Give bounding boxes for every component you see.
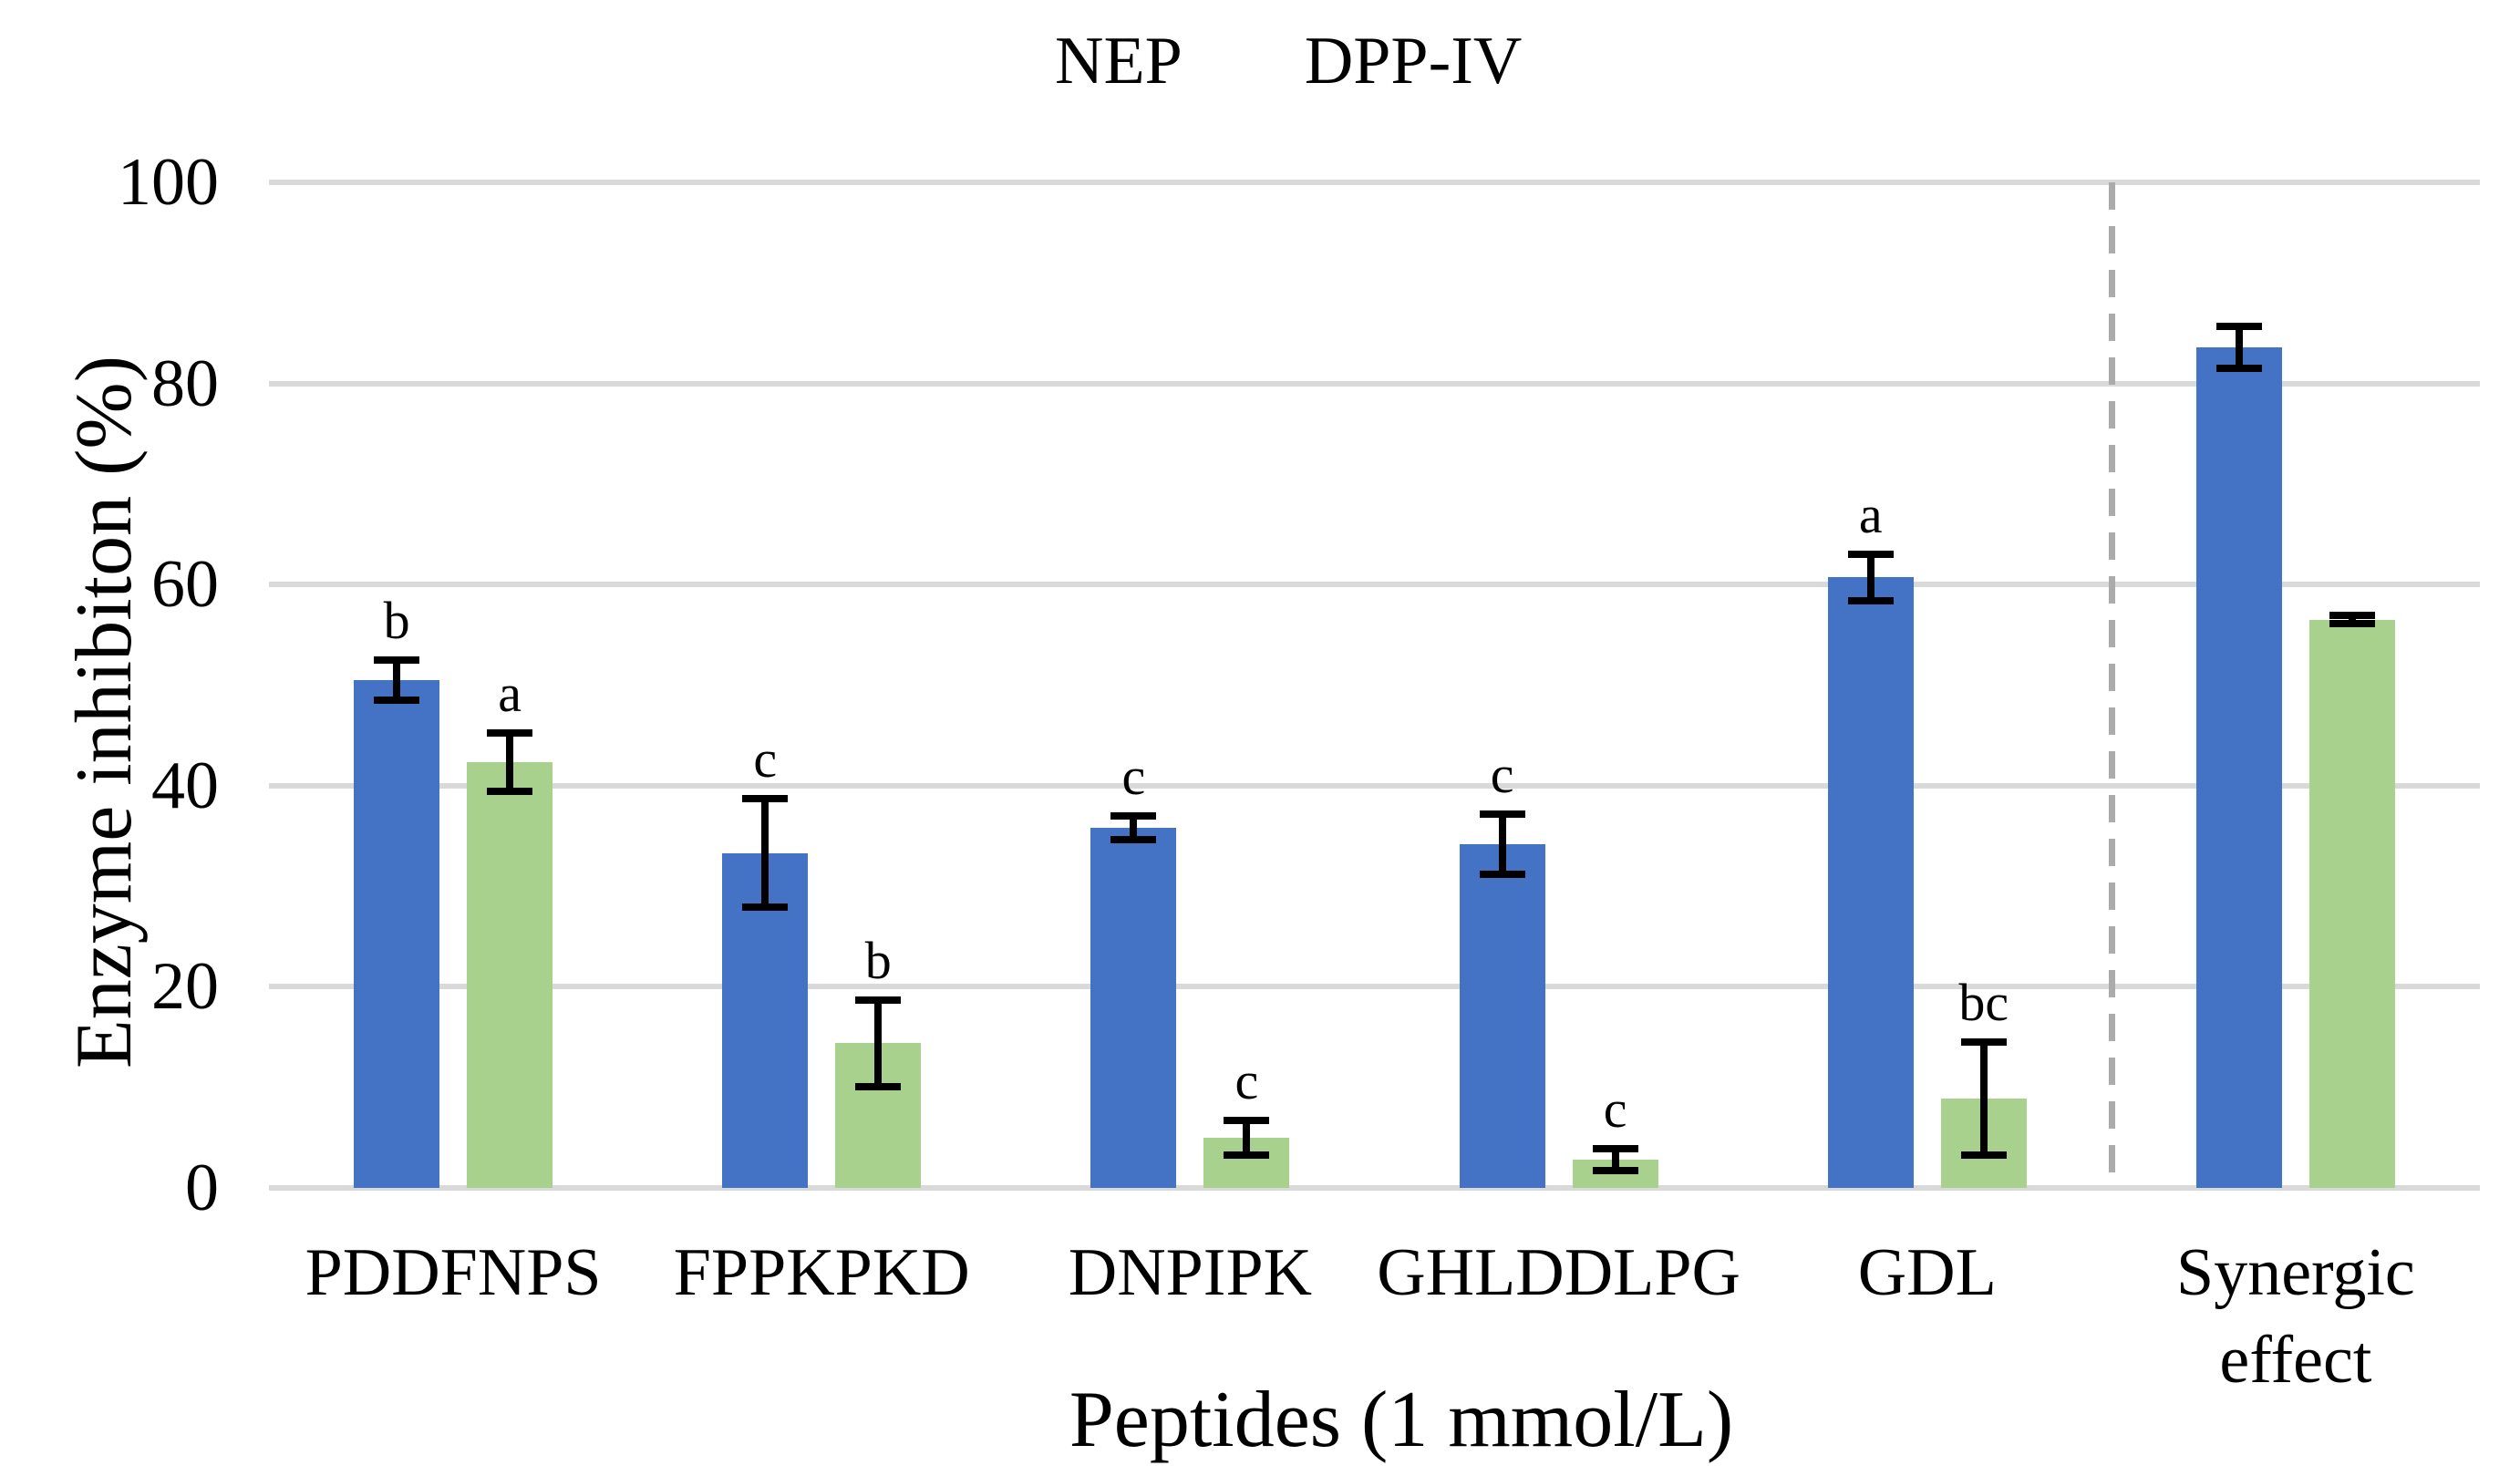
- significance-letter: c: [1603, 1079, 1627, 1139]
- error-bar-cap: [1110, 811, 1157, 820]
- category-label: PDDFNPS: [305, 1235, 602, 1310]
- y-tick-label: 80: [151, 346, 219, 421]
- error-bar-cap: [1224, 1117, 1270, 1125]
- gridline: [269, 782, 2480, 789]
- bar-dpp-iv: [2308, 619, 2395, 1188]
- error-bar-cap: [2215, 322, 2262, 330]
- nep-legend-label: NEP: [1055, 24, 1183, 98]
- error-bar-cap: [1592, 1167, 1638, 1175]
- error-bar-cap: [2215, 365, 2262, 373]
- error-bar-cap: [1592, 1144, 1638, 1152]
- error-bar-cap: [1960, 1038, 2007, 1047]
- error-bar-line: [2235, 325, 2243, 369]
- error-bar-line: [1498, 813, 1506, 874]
- bar-nep: [354, 679, 440, 1188]
- error-bar-line: [1979, 1042, 1988, 1155]
- significance-letter: bc: [1958, 973, 2009, 1033]
- error-bar-cap: [487, 788, 533, 796]
- significance-letter: c: [1234, 1051, 1259, 1111]
- error-bar-line: [1130, 815, 1138, 841]
- dppiv-legend-label: DPP-IV: [1304, 24, 1523, 98]
- error-bar-line: [1611, 1148, 1619, 1172]
- error-bar-line: [874, 999, 883, 1087]
- nep-legend-swatch-icon: [1001, 44, 1037, 79]
- significance-letter: a: [1858, 485, 1883, 545]
- category-label: DNPIPK: [1068, 1235, 1313, 1310]
- error-bar-line: [761, 799, 769, 908]
- error-bar-cap: [1960, 1151, 2007, 1159]
- significance-letter: c: [1121, 746, 1146, 806]
- significance-letter: c: [1490, 744, 1514, 804]
- error-bar-cap: [855, 996, 902, 1004]
- y-tick-label: 60: [151, 547, 219, 623]
- group-separator-dashed-line: [2108, 182, 2115, 1188]
- error-bar-cap: [487, 729, 533, 738]
- error-bar-line: [1866, 554, 1875, 601]
- bar-nep: [1827, 577, 1914, 1188]
- bar-dpp-iv: [467, 762, 553, 1188]
- dppiv-legend-swatch-icon: [1251, 44, 1286, 79]
- y-tick-label: 100: [118, 145, 219, 220]
- y-tick-label: 40: [151, 748, 219, 823]
- gridline: [269, 1185, 2480, 1191]
- error-bar-cap: [1479, 810, 1525, 818]
- gridline: [269, 582, 2480, 588]
- error-bar-cap: [2329, 612, 2375, 620]
- gridline: [269, 380, 2480, 387]
- error-bar-line: [1243, 1120, 1251, 1155]
- error-bar-line: [393, 659, 401, 701]
- error-bar-cap: [1847, 596, 1894, 604]
- bar-nep: [1459, 843, 1545, 1188]
- y-tick-label: 20: [151, 949, 219, 1025]
- category-label: FPPKPKD: [673, 1235, 970, 1310]
- error-bar-line: [2348, 615, 2356, 624]
- gridline: [269, 180, 2480, 185]
- error-bar-line: [506, 733, 514, 792]
- category-label: GDL: [1857, 1235, 1997, 1310]
- y-tick-label: 0: [185, 1151, 219, 1225]
- error-bar-cap: [1479, 870, 1525, 878]
- category-label: GHLDDLPG: [1377, 1235, 1740, 1310]
- x-axis-title: Peptides (1 mmol/L): [1069, 1376, 1734, 1464]
- category-label: Synergic effect: [2176, 1235, 2415, 1398]
- error-bar-cap: [1224, 1151, 1270, 1159]
- significance-letter: a: [498, 664, 522, 724]
- error-bar-cap: [742, 903, 789, 912]
- error-bar-cap: [2329, 620, 2375, 628]
- error-bar-cap: [742, 795, 789, 803]
- significance-letter: b: [383, 590, 410, 650]
- significance-letter: c: [753, 729, 778, 790]
- gridline: [269, 984, 2480, 990]
- bar-nep: [2195, 346, 2282, 1188]
- error-bar-cap: [374, 697, 420, 705]
- bar-nep: [1090, 828, 1177, 1188]
- significance-letter: b: [864, 930, 892, 990]
- legend-item-dppiv: DPP-IV: [1251, 26, 1522, 97]
- error-bar-cap: [1847, 551, 1894, 559]
- chart-legend: NEP DPP-IV: [1001, 26, 1522, 97]
- error-bar-cap: [374, 655, 420, 664]
- legend-item-nep: NEP: [1001, 26, 1183, 97]
- error-bar-cap: [855, 1082, 902, 1090]
- error-bar-cap: [1110, 836, 1157, 844]
